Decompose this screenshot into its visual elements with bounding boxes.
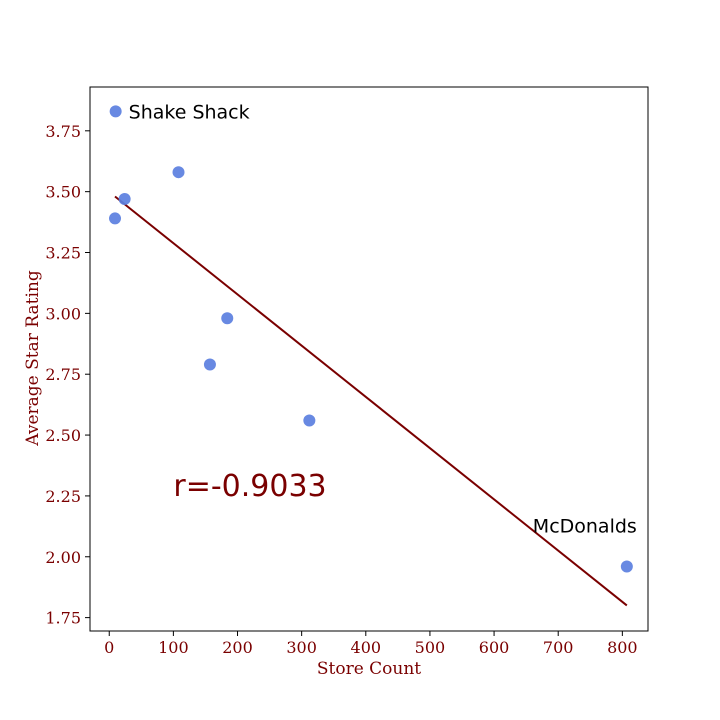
y-tick-label: 2.75 bbox=[45, 365, 81, 384]
data-point bbox=[620, 560, 633, 573]
x-axis-label: Store Count bbox=[317, 659, 421, 679]
x-tick-label: 100 bbox=[158, 638, 189, 657]
data-point bbox=[118, 192, 131, 205]
y-tick-label: 2.50 bbox=[45, 426, 81, 445]
y-tick-label: 3.00 bbox=[45, 304, 81, 323]
data-point bbox=[172, 166, 185, 179]
y-axis-label: Average Star Rating bbox=[23, 270, 43, 447]
data-point bbox=[109, 212, 122, 225]
x-tick-label: 200 bbox=[222, 638, 253, 657]
x-tick-label: 300 bbox=[286, 638, 317, 657]
x-tick-label: 800 bbox=[607, 638, 638, 657]
x-tick-label: 400 bbox=[351, 638, 382, 657]
plot-frame bbox=[89, 86, 649, 632]
y-tick-label: 3.25 bbox=[45, 244, 81, 263]
data-point bbox=[203, 358, 216, 371]
y-tick-label: 1.75 bbox=[45, 609, 81, 628]
trend-line bbox=[114, 195, 628, 607]
point-label: McDonalds bbox=[533, 515, 637, 537]
x-tick-label: 600 bbox=[479, 638, 510, 657]
data-point bbox=[221, 312, 234, 325]
x-tick-label: 700 bbox=[543, 638, 574, 657]
y-tick-label: 3.50 bbox=[45, 183, 81, 202]
y-tick-label: 2.25 bbox=[45, 487, 81, 506]
data-point bbox=[109, 105, 122, 118]
point-label: Shake Shack bbox=[129, 101, 250, 123]
x-tick-label: 0 bbox=[104, 638, 114, 657]
x-tick-label: 500 bbox=[415, 638, 446, 657]
correlation-annotation: r=-0.9033 bbox=[173, 469, 326, 504]
y-tick-label: 2.00 bbox=[45, 548, 81, 567]
data-point bbox=[303, 414, 316, 427]
y-tick-label: 3.75 bbox=[45, 122, 81, 141]
